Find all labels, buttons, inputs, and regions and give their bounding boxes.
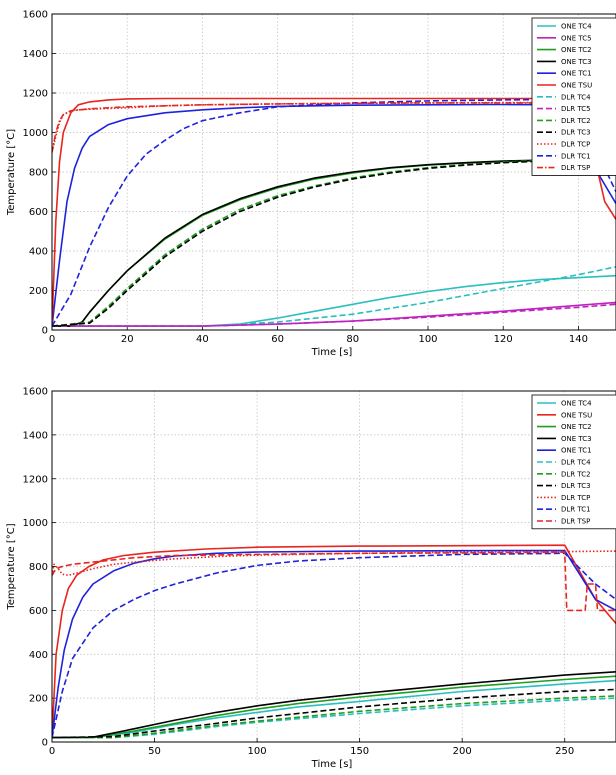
x-tick-label: 100 [248, 746, 267, 757]
y-tick-label: 600 [29, 207, 48, 218]
legend-label: ONE TC5 [561, 34, 592, 42]
series-group [52, 97, 616, 327]
legend-label: ONE TC3 [561, 435, 592, 443]
series-line-one-tc2 [52, 675, 616, 739]
series-line-dlr-tc2 [52, 695, 616, 739]
x-tick-label: 0 [49, 746, 55, 757]
x-axis-label: Time [s] [311, 759, 353, 770]
series-line-one-tc1 [52, 549, 616, 738]
x-tick-label: 60 [271, 334, 284, 345]
y-axis-label: Temperature [°C] [6, 129, 17, 216]
y-tick-label: 1000 [23, 518, 48, 529]
series-line-dlr-tc3 [52, 159, 616, 327]
x-tick-label: 100 [418, 334, 437, 345]
legend-label: DLR TSP [561, 164, 590, 172]
series-line-dlr-tsp [52, 102, 616, 153]
y-tick-label: 200 [29, 286, 48, 297]
x-tick-label: 20 [121, 334, 134, 345]
series-line-dlr-tc1 [52, 552, 616, 738]
series-line-one-tc1 [52, 103, 616, 327]
y-tick-label: 1400 [23, 49, 48, 60]
legend: ONE TC4 ONE TC5 ONE TC2 ONE TC3 ONE TC1 ONE T… [531, 17, 616, 176]
series-group [52, 544, 616, 739]
legend-label: ONE TC2 [561, 423, 592, 431]
series-line-dlr-tc1 [52, 98, 616, 327]
series-line-one-tc3 [52, 671, 616, 739]
legend-label: DLR TC5 [561, 105, 591, 113]
x-tick-label: 50 [148, 746, 161, 757]
legend-label: ONE TSU [561, 411, 592, 419]
x-tick-label: 250 [555, 746, 574, 757]
x-tick-label: 80 [346, 334, 359, 345]
legend-label: ONE TC4 [561, 400, 592, 408]
legend-label: DLR TC3 [561, 482, 591, 490]
legend-label: DLR TSP [561, 518, 590, 526]
series-line-dlr-tc5 [52, 303, 616, 327]
x-tick-label: 0 [49, 334, 55, 345]
x-tick-label: 120 [494, 334, 513, 345]
y-tick-label: 0 [42, 326, 48, 337]
x-axis-label: Time [s] [311, 347, 353, 358]
legend-label: DLR TC4 [561, 459, 591, 467]
chart-1: 0 20 40 60 80 100 120 1400200400600800100012001… [6, 10, 616, 358]
y-tick-label: 1400 [23, 430, 48, 441]
plot-frame [51, 13, 616, 331]
x-tick-label: 140 [569, 334, 588, 345]
legend-label: DLR TC3 [561, 129, 591, 137]
legend-label: DLR TC4 [561, 93, 591, 101]
y-tick-label: 1200 [23, 89, 48, 100]
x-tick-label: 40 [196, 334, 209, 345]
legend-label: ONE TC1 [561, 70, 592, 78]
y-tick-label: 0 [42, 738, 48, 749]
y-tick-label: 1600 [23, 10, 48, 21]
plot-frame [51, 390, 616, 743]
series-line-one-tc3 [52, 158, 616, 327]
y-tick-label: 400 [29, 247, 48, 258]
legend: ONE TC4 ONE TSU ONE TC2 ONE TC3 ONE TC1 DLR T… [531, 394, 616, 530]
y-axis-label: Temperature [°C] [6, 523, 17, 610]
y-tick-label: 800 [29, 168, 48, 179]
y-tick-label: 600 [29, 606, 48, 617]
legend-label: ONE TC3 [561, 58, 592, 66]
y-tick-label: 400 [29, 650, 48, 661]
legend-label: DLR TC1 [561, 152, 591, 160]
series-line-dlr-tc3 [52, 688, 616, 739]
y-tick-label: 200 [29, 694, 48, 705]
legend-label: DLR TC1 [561, 506, 591, 514]
x-tick-label: 200 [453, 746, 472, 757]
series-line-dlr-tsp [52, 551, 616, 612]
legend-label: DLR TCP [561, 494, 590, 502]
legend-label: ONE TC2 [561, 46, 592, 54]
series-line-one-tsu [52, 544, 616, 738]
legend-label: DLR TCP [561, 141, 590, 149]
y-tick-label: 1200 [23, 474, 48, 485]
legend-label: ONE TC1 [561, 447, 592, 455]
legend-label: DLR TC2 [561, 470, 591, 478]
legend-label: ONE TSU [561, 82, 592, 90]
chart-2: 0 50 100 150 200 250 0 200 400 600 800 1000 1200 1400… [6, 387, 616, 770]
legend-label: DLR TC2 [561, 117, 591, 125]
legend-label: ONE TC4 [561, 23, 592, 31]
y-tick-label: 1000 [23, 128, 48, 139]
x-tick-label: 150 [350, 746, 369, 757]
y-tick-label: 1600 [23, 387, 48, 398]
y-tick-label: 800 [29, 562, 48, 573]
